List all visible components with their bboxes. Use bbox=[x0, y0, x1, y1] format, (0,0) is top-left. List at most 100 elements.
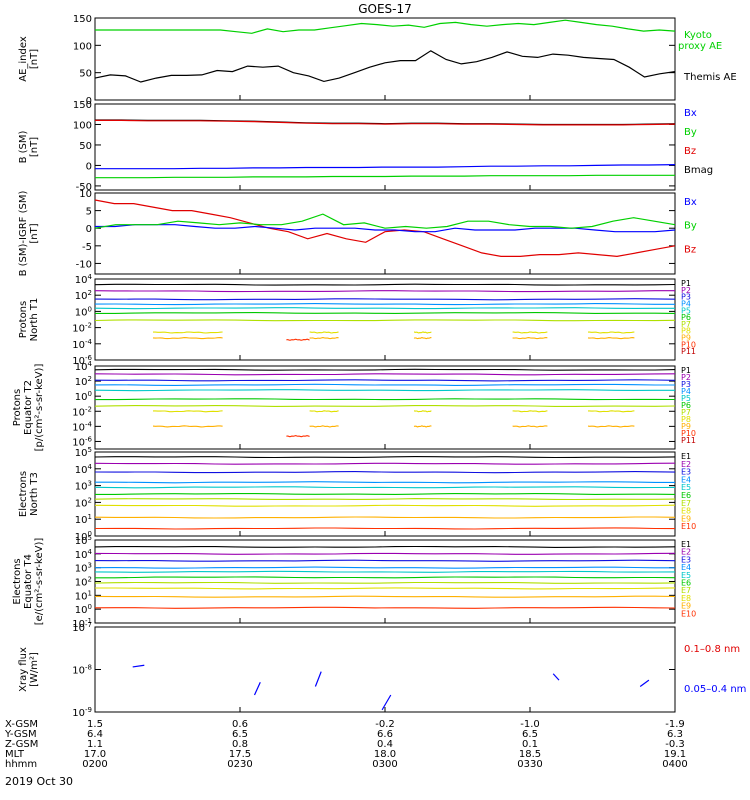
flux-channel-line bbox=[94, 471, 676, 474]
legend-entry: E7 bbox=[681, 499, 691, 508]
y-tick-label: 101 bbox=[75, 513, 92, 526]
flux-channel-line bbox=[587, 425, 635, 428]
x-tick-value: -0.2 bbox=[375, 719, 395, 730]
flux-channel-line bbox=[512, 410, 548, 413]
x-tick-value: 17.0 bbox=[84, 749, 106, 760]
flux-channel-line bbox=[414, 331, 432, 334]
x-tick-value: 0.1 bbox=[522, 739, 538, 750]
x-tick-value: 18.0 bbox=[374, 749, 396, 760]
x-tick-value: -1.0 bbox=[520, 719, 540, 730]
y-axis-label: ElectronsNorth T3 bbox=[18, 471, 40, 517]
y-tick-label: 104 bbox=[75, 360, 93, 373]
panel-5: 104 102 100 10-2 10-4 10-6 ProtonsEquator T2[p… bbox=[12, 360, 696, 451]
flux-channel-line bbox=[94, 456, 676, 459]
x-tick-value: 18.5 bbox=[519, 749, 541, 760]
y-tick-label: 100 bbox=[75, 305, 92, 318]
series-line bbox=[94, 199, 676, 258]
panel-2: -50 0 50 100 150 B (SM)[nT] Bx By Bz Bmag bbox=[18, 100, 713, 193]
flux-channel-line bbox=[94, 383, 675, 386]
flux-channel-line bbox=[95, 481, 675, 484]
y-tick-label: 102 bbox=[75, 375, 92, 388]
y-tick-label: 102 bbox=[75, 576, 92, 589]
legend-entry: P8 bbox=[681, 415, 691, 424]
legend-entry: Themis AE bbox=[683, 72, 737, 83]
flux-channel-line bbox=[94, 405, 676, 407]
flux-channel-line bbox=[309, 425, 339, 428]
flux-channel-line bbox=[94, 283, 676, 286]
flux-channel-line bbox=[94, 498, 676, 501]
x-tick-value: 6.5 bbox=[232, 729, 248, 740]
y-axis-label: ProtonsNorth T1 bbox=[18, 298, 40, 342]
legend-entry: P3 bbox=[681, 293, 691, 302]
flux-channel-line bbox=[414, 410, 432, 413]
panel-frame bbox=[94, 192, 676, 275]
flux-channel-line bbox=[94, 504, 676, 507]
y-tick-label: 10-6 bbox=[72, 435, 92, 448]
legend-entry: P6 bbox=[681, 313, 691, 322]
x-tick-value: 6.6 bbox=[377, 729, 393, 740]
x-tick-value: 1.1 bbox=[87, 739, 103, 750]
y-tick-label: 10-7 bbox=[72, 621, 92, 634]
date-label: 2019 Oct 30 bbox=[5, 775, 73, 788]
y-tick-label: 10 bbox=[79, 189, 92, 200]
flux-channel-line bbox=[309, 337, 339, 340]
legend-entry: E8 bbox=[681, 507, 691, 516]
legend-entry: E10 bbox=[681, 609, 696, 618]
y-axis-label: Xray flux[W/m²] bbox=[18, 647, 40, 692]
x-tick-value: 0.8 bbox=[232, 739, 248, 750]
panel-frame bbox=[94, 365, 676, 450]
series-line bbox=[94, 50, 676, 83]
y-tick-label: 10-9 bbox=[72, 706, 92, 719]
legend-entry: E8 bbox=[681, 594, 691, 603]
legend-entry: P9 bbox=[681, 334, 691, 343]
flux-channel-line bbox=[94, 389, 675, 392]
x-tick-value: -0.3 bbox=[665, 739, 685, 750]
flux-channel-line bbox=[94, 552, 676, 555]
flux-channel-line bbox=[95, 312, 676, 314]
legend-entry: 0.05–0.4 nm bbox=[684, 684, 746, 695]
x-axis-row-label: Y-GSM bbox=[4, 729, 37, 740]
legend-entry: P7 bbox=[681, 408, 691, 417]
flux-channel-line bbox=[588, 410, 635, 413]
x-tick-value: 0.6 bbox=[232, 719, 248, 730]
series-line bbox=[95, 119, 676, 126]
y-tick-label: 100 bbox=[75, 530, 92, 543]
y-tick-label: 103 bbox=[75, 480, 92, 493]
y-tick-label: 100 bbox=[73, 120, 92, 131]
y-tick-label: 0 bbox=[86, 161, 92, 172]
x-tick-value: 0400 bbox=[662, 759, 687, 770]
x-tick-value: 0300 bbox=[372, 759, 397, 770]
y-tick-label: 10-4 bbox=[72, 338, 92, 351]
flux-channel-line bbox=[95, 398, 676, 401]
x-axis-row-label: X-GSM bbox=[5, 719, 38, 730]
legend-entry: Bmag bbox=[684, 165, 713, 176]
series-line bbox=[94, 213, 676, 229]
y-tick-label: 104 bbox=[75, 273, 93, 286]
flux-channel-line bbox=[94, 545, 676, 548]
legend-entry: P10 bbox=[681, 429, 696, 438]
flux-channel-line bbox=[94, 379, 676, 382]
legend-entry: P8 bbox=[681, 327, 691, 336]
legend-entry: P7 bbox=[681, 320, 691, 329]
series-line bbox=[95, 19, 676, 34]
xray-segment bbox=[253, 682, 261, 696]
x-tick-value: 6.5 bbox=[522, 729, 538, 740]
legend-entry: Bz bbox=[684, 244, 696, 255]
legend-entry: E2 bbox=[681, 548, 691, 557]
y-axis-label: ElectronsEquator T4[e/(cm²-s-sr-keV)] bbox=[12, 538, 45, 626]
legend-entry: Bx bbox=[684, 108, 697, 119]
panel-3: -10 -5 0 5 10 B (SM)-IGRF (SM)[nT] Bx By Bz bbox=[18, 189, 697, 276]
y-tick-label: -50 bbox=[76, 182, 92, 193]
legend-entry: Bz bbox=[684, 146, 696, 157]
x-tick-value: 19.1 bbox=[664, 749, 686, 760]
flux-channel-line bbox=[94, 581, 676, 584]
y-tick-label: 0 bbox=[86, 224, 92, 235]
x-tick-value: 0200 bbox=[82, 759, 107, 770]
flux-channel-line bbox=[94, 373, 676, 376]
legend-entry: P11 bbox=[681, 347, 696, 356]
panel-8: 10-7 10-8 10-9 Xray flux[W/m²] 0.1–0.8 nm 0.0… bbox=[18, 621, 746, 719]
y-tick-label: 10-1 bbox=[72, 617, 92, 630]
flux-channel-line bbox=[94, 559, 676, 562]
flux-channel-line bbox=[512, 331, 548, 334]
